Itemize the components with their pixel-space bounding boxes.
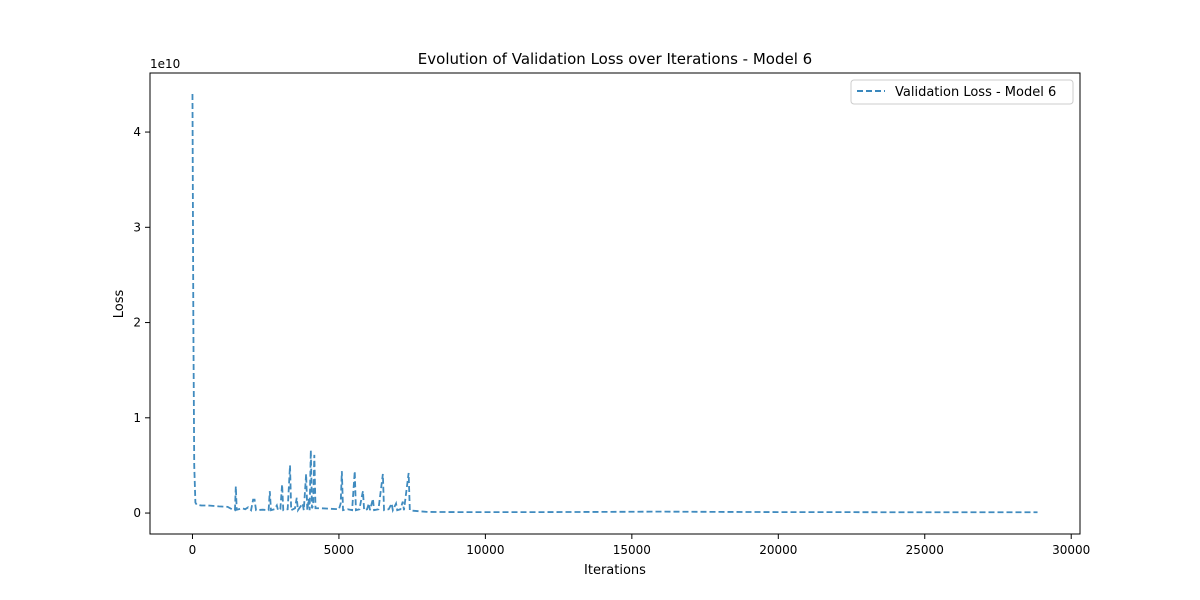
plot-area <box>149 72 1081 535</box>
legend: Validation Loss - Model 6 <box>850 79 1074 105</box>
y-tick-label: 3 <box>133 220 141 234</box>
x-tick-label: 5000 <box>324 543 355 557</box>
series-line-0 <box>191 93 1038 514</box>
y-axis: 0 1 2 3 4 <box>133 125 150 520</box>
x-tick-label: 25000 <box>906 543 944 557</box>
y-tick-label: 2 <box>133 316 141 330</box>
y-offset-label: 1e10 <box>150 57 180 71</box>
x-tick-label: 0 <box>189 543 197 557</box>
x-tick-label: 10000 <box>466 543 504 557</box>
x-tick-label: 30000 <box>1052 543 1090 557</box>
y-axis-label: Loss <box>112 290 127 319</box>
y-tick-label: 1 <box>133 411 141 425</box>
chart-title: Evolution of Validation Loss over Iterat… <box>418 50 812 68</box>
legend-entry-label: Validation Loss - Model 6 <box>895 85 1056 100</box>
x-tick-label: 20000 <box>759 543 797 557</box>
plot-frame <box>149 72 1081 535</box>
y-tick-label: 4 <box>133 125 141 139</box>
y-tick-label: 0 <box>133 506 141 520</box>
x-axis-label: Iterations <box>584 563 646 578</box>
x-tick-label: 15000 <box>613 543 651 557</box>
x-axis: 0 5000 10000 15000 20000 25000 30000 <box>189 534 1090 557</box>
series-layer <box>191 93 1038 514</box>
legend-box <box>850 79 1074 105</box>
